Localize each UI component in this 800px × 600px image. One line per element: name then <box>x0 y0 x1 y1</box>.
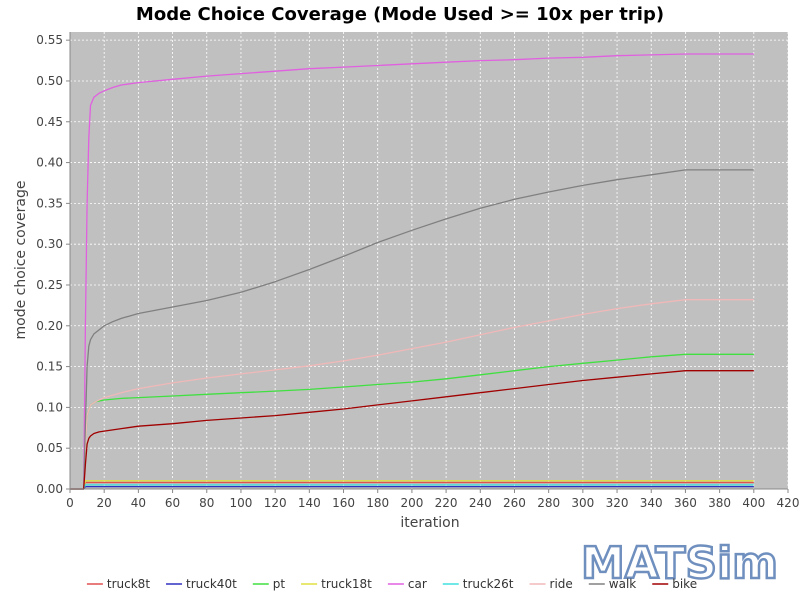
x-tick-label: 100 <box>229 496 252 510</box>
chart-title: Mode Choice Coverage (Mode Used >= 10x p… <box>136 4 664 25</box>
x-tick-label: 220 <box>435 496 458 510</box>
legend-label: walk <box>609 577 637 591</box>
x-tick-label: 320 <box>606 496 629 510</box>
legend-label: pt <box>273 577 286 591</box>
x-tick-label: 340 <box>640 496 663 510</box>
x-tick-label: 160 <box>332 496 355 510</box>
series-line-car <box>70 53 754 490</box>
x-tick-label: 240 <box>469 496 492 510</box>
series-line-walk <box>70 169 754 490</box>
legend: truck8t truck40t pt truck18t car truck26t ride… <box>86 577 697 591</box>
y-tick-label: 0.35 <box>36 196 63 210</box>
x-tick-label: 360 <box>674 496 697 510</box>
x-tick-label: 0 <box>66 496 74 510</box>
legend-label: truck26t <box>463 577 514 591</box>
x-tick-label: 180 <box>366 496 389 510</box>
legend-label: truck18t <box>321 577 372 591</box>
y-axis-label: mode choice coverage <box>13 181 29 340</box>
legend-item-pt: pt <box>252 577 286 591</box>
y-tick-label: 0.55 <box>36 33 63 47</box>
legend-item-car: car <box>387 577 427 591</box>
x-tick-label: 420 <box>777 496 800 510</box>
grid <box>69 32 789 490</box>
series-line-ride <box>70 299 754 490</box>
x-tick-label: 280 <box>537 496 560 510</box>
x-tick-label: 120 <box>264 496 287 510</box>
legend-label: truck40t <box>186 577 237 591</box>
x-tick-label: 200 <box>400 496 423 510</box>
legend-item-ride: ride <box>529 577 573 591</box>
y-tick-label: 0.05 <box>36 441 63 455</box>
legend-label: car <box>408 577 427 591</box>
x-tick-label: 40 <box>131 496 146 510</box>
matsim-logo: MATSim <box>581 538 778 589</box>
x-tick-label: 20 <box>97 496 112 510</box>
legend-item-truck8t: truck8t <box>86 577 150 591</box>
legend-item-walk: walk <box>588 577 637 591</box>
y-tick-label: 0.40 <box>36 156 63 170</box>
legend-item-truck18t: truck18t <box>301 577 372 591</box>
series-line-bike <box>70 370 754 490</box>
x-tick-label: 80 <box>199 496 214 510</box>
x-tick-label: 60 <box>165 496 180 510</box>
legend-label: bike <box>672 577 697 591</box>
x-tick-label: 300 <box>571 496 594 510</box>
x-tick-label: 380 <box>708 496 731 510</box>
y-tick-label: 0.10 <box>36 400 63 414</box>
x-tick-label: 260 <box>503 496 526 510</box>
legend-item-truck40t: truck40t <box>166 577 237 591</box>
x-tick-label: 140 <box>298 496 321 510</box>
legend-label: ride <box>550 577 573 591</box>
legend-item-truck26t: truck26t <box>442 577 514 591</box>
y-tick-label: 0.20 <box>36 319 63 333</box>
y-tick-label: 0.25 <box>36 278 63 292</box>
legend-label: truck8t <box>107 577 150 591</box>
x-tick-label: 400 <box>742 496 765 510</box>
y-tick-label: 0.50 <box>36 74 63 88</box>
axis-ticks: 0.00 0.05 0.10 0.15 0.20 0.25 0.30 0.35 0.40 0.45… <box>36 33 799 510</box>
y-tick-label: 0.45 <box>36 115 63 129</box>
legend-item-bike: bike <box>652 577 697 591</box>
plot-background <box>70 32 788 489</box>
y-tick-label: 0.00 <box>36 482 63 496</box>
x-axis-label: iteration <box>400 515 459 531</box>
y-tick-label: 0.15 <box>36 360 63 374</box>
y-tick-label: 0.30 <box>36 237 63 251</box>
